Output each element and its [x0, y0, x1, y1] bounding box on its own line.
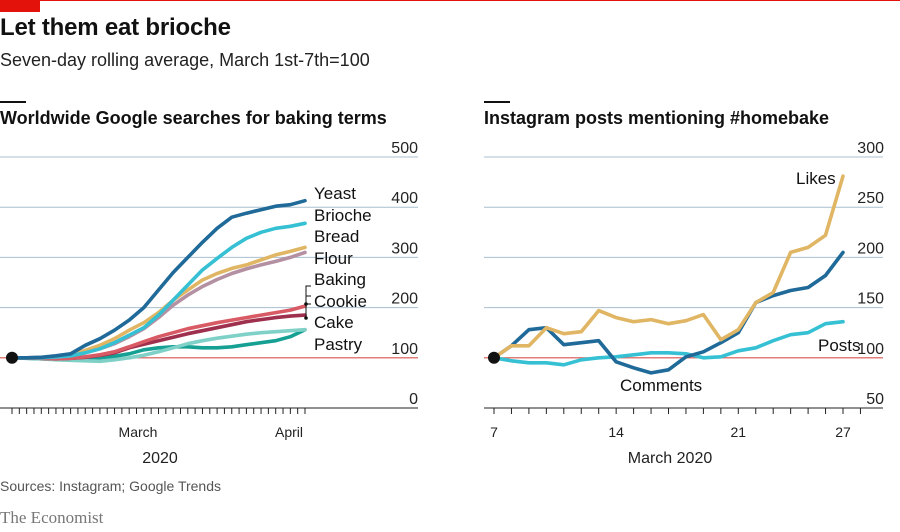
series-label-brioche: Brioche	[314, 206, 372, 225]
left-panel-rule	[0, 101, 26, 103]
series-line-yeast	[10, 198, 307, 360]
series-label-cake: Cake	[314, 313, 354, 332]
series-label-comments: Comments	[620, 376, 702, 395]
right-panel-rule	[484, 101, 510, 103]
x-tick-label: 14	[608, 424, 624, 440]
y-tick-label: 300	[857, 140, 884, 157]
x-tick-label: April	[275, 424, 303, 440]
series-line-posts	[492, 319, 845, 367]
y-tick-label: 200	[857, 240, 884, 257]
x-axis-label: 2020	[142, 450, 178, 467]
series-label-flour: Flour	[314, 249, 353, 268]
label-leader	[305, 285, 311, 305]
chart-title: Let them eat brioche	[0, 14, 231, 41]
x-axis-label: March 2020	[628, 450, 713, 467]
y-tick-label: 250	[857, 190, 884, 207]
series-label-pastry: Pastry	[314, 335, 363, 354]
right-panel-title: Instagram posts mentioning #homebake	[484, 108, 830, 128]
series-line-comments	[492, 250, 845, 375]
label-leader	[305, 295, 311, 318]
right-chart-instagram-posts: 50 100 150 200 250 300 7 14 21 27 March 2020 Likes C…	[484, 140, 884, 467]
brand-red-tab	[0, 0, 40, 12]
y-tick-label: 400	[391, 190, 418, 207]
y-tick-label: 500	[391, 140, 418, 157]
x-tick-label: 27	[835, 424, 851, 440]
left-chart-google-searches: 0 100 200 300 400 500 March April 2020 Yeast Brioc…	[0, 140, 418, 467]
chart-subtitle: Seven-day rolling average, March 1st-7th…	[0, 50, 370, 70]
left-panel-title: Worldwide Google searches for baking ter…	[0, 108, 387, 128]
y-tick-label: 50	[866, 391, 884, 408]
start-dot	[6, 351, 18, 364]
series-label-posts: Posts	[818, 336, 861, 355]
y-tick-label: 0	[409, 391, 418, 408]
publisher-logo: The Economist	[0, 508, 104, 527]
series-label-yeast: Yeast	[314, 184, 356, 203]
leader-dot	[304, 316, 308, 320]
series-line-baking	[10, 304, 307, 361]
start-dot	[488, 351, 500, 364]
source-note: Sources: Instagram; Google Trends	[0, 478, 221, 494]
series-label-baking: Baking	[314, 270, 366, 289]
y-tick-label: 200	[391, 291, 418, 308]
series-label-likes: Likes	[796, 169, 836, 188]
y-tick-label: 300	[391, 240, 418, 257]
y-tick-label: 100	[857, 341, 884, 358]
top-accent-line	[0, 0, 900, 1]
y-tick-label: 150	[857, 291, 884, 308]
x-tick-label: March	[119, 424, 158, 440]
x-tick-label: 21	[731, 424, 747, 440]
series-line-likes	[492, 174, 845, 360]
series-label-cookie: Cookie	[314, 292, 367, 311]
x-tick-label: 7	[490, 424, 498, 440]
y-tick-label: 100	[391, 341, 418, 358]
series-label-bread: Bread	[314, 227, 359, 246]
